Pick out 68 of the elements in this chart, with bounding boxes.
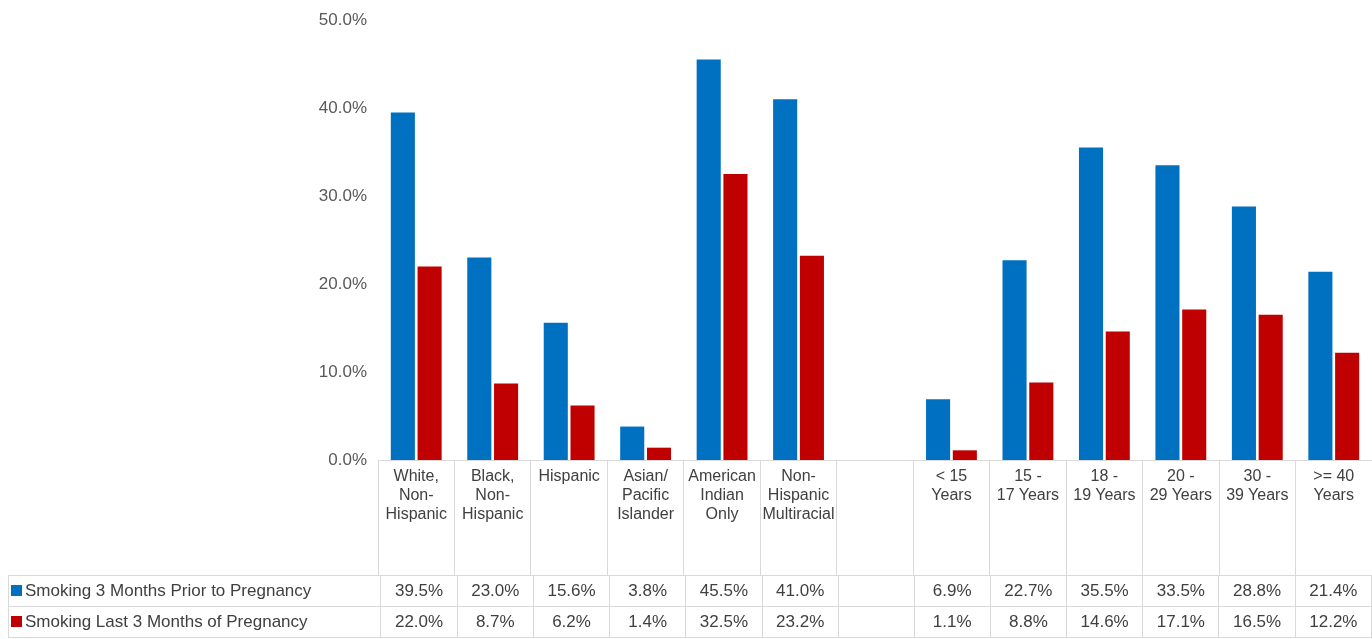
x-tick-label: 18 - 19 Years (1073, 467, 1136, 504)
x-tick-label: < 15 Years (931, 467, 972, 504)
bar (773, 99, 798, 460)
bar (1105, 331, 1130, 460)
data-label: 12.2% (1295, 606, 1372, 638)
data-label: 41.0% (762, 575, 839, 607)
data-label: 14.6% (1066, 606, 1143, 638)
x-tick-label: >= 40 Years (1313, 467, 1355, 504)
data-label: 1.1% (914, 606, 991, 638)
y-tick-label: 0.0% (328, 449, 367, 469)
data-label: 1.4% (609, 606, 686, 638)
bar (952, 450, 977, 460)
bar (799, 255, 824, 460)
data-label: 28.8% (1218, 575, 1296, 607)
y-tick-label: 50.0% (318, 9, 367, 29)
data-label: 6.2% (533, 606, 610, 638)
x-tick-label: Asian/ Pacific Islander (617, 467, 675, 523)
data-label: 33.5% (1142, 575, 1219, 607)
bar (390, 112, 415, 460)
data-label: 22.7% (990, 575, 1067, 607)
data-label: 21.4% (1295, 575, 1372, 607)
bar (1182, 309, 1207, 460)
data-label: 35.5% (1066, 575, 1143, 607)
data-label: 16.5% (1218, 606, 1296, 638)
data-label: 22.0% (380, 606, 458, 638)
bar (1335, 352, 1360, 460)
data-label: 15.6% (533, 575, 610, 607)
bar (467, 257, 492, 460)
data-label: 8.8% (990, 606, 1067, 638)
y-tick-label: 40.0% (318, 97, 367, 117)
legend-label: Smoking 3 Months Prior to Pregnancy (8, 575, 381, 607)
data-label: 39.5% (380, 575, 458, 607)
data-label: 8.7% (457, 606, 534, 638)
x-tick-label: Hispanic (538, 467, 600, 485)
y-tick-label: 30.0% (318, 185, 367, 205)
bar (646, 447, 672, 460)
data-label: 6.9% (914, 575, 991, 607)
bar (723, 174, 748, 460)
x-tick-label: White, Non-Hispanic (385, 467, 447, 523)
bar (570, 405, 595, 460)
bar (620, 426, 645, 460)
x-tick-label: Black, Non-Hispanic (462, 467, 524, 523)
x-tick-label: American Indian Only (688, 467, 756, 523)
bar (1231, 206, 1256, 460)
data-label: 23.0% (457, 575, 534, 607)
bar (1078, 147, 1104, 460)
bar (1258, 314, 1283, 460)
legend-label: Smoking Last 3 Months of Pregnancy (8, 606, 381, 638)
data-label: 45.5% (685, 575, 763, 607)
data-label: 32.5% (685, 606, 763, 638)
bar (1029, 382, 1054, 460)
bar (696, 59, 721, 460)
bar (926, 399, 951, 460)
y-tick-label: 20.0% (318, 273, 367, 293)
y-tick-label: 10.0% (318, 361, 367, 381)
data-label: 3.8% (609, 575, 686, 607)
x-tick-label: 15 - 17 Years (996, 467, 1060, 504)
bar (543, 322, 568, 460)
bar (494, 383, 519, 460)
bar (417, 266, 442, 460)
x-tick-label: 20 - 29 Years (1149, 467, 1212, 504)
bar (1308, 271, 1333, 460)
bar (1155, 165, 1180, 460)
bar (1002, 260, 1027, 460)
x-tick-label: 30 - 39 Years (1226, 467, 1289, 504)
data-label: 23.2% (762, 606, 839, 638)
data-label: 17.1% (1142, 606, 1219, 638)
x-tick-label: Non-Hispanic Multiracial (762, 467, 835, 523)
